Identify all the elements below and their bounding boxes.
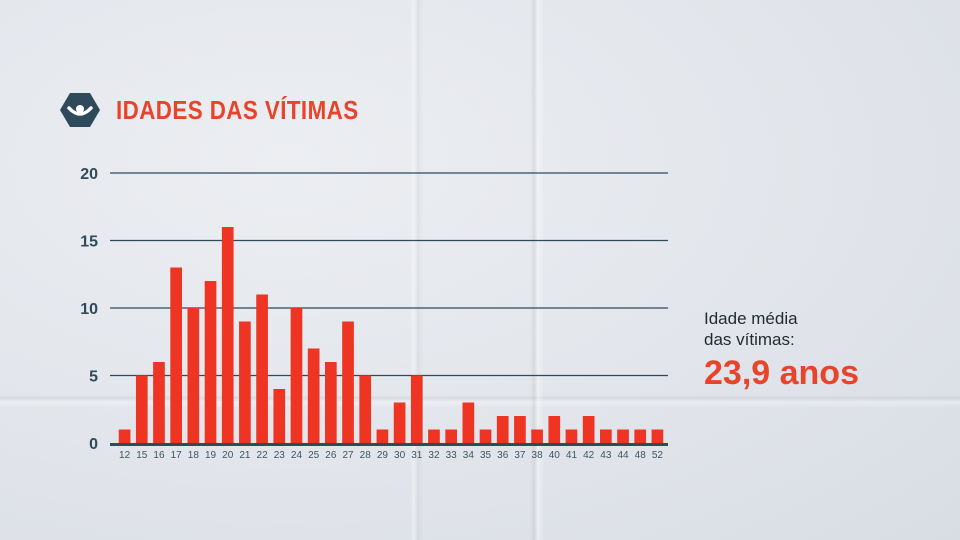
bar [634, 429, 647, 443]
bar [118, 429, 131, 443]
x-tick-label: 31 [411, 450, 423, 461]
bar [153, 362, 165, 443]
average-age-value: 23,9 anos [704, 354, 859, 392]
bar [325, 362, 337, 443]
x-tick-label: 19 [205, 450, 217, 461]
bar [187, 308, 200, 443]
x-tick-label: 32 [428, 450, 440, 461]
x-tick-label: 33 [446, 450, 458, 461]
bar [204, 281, 217, 443]
x-tick-label: 42 [583, 450, 595, 461]
y-tick-label: 0 [89, 436, 98, 453]
x-tick-label: 40 [549, 450, 561, 461]
grid-lines [110, 172, 668, 377]
x-tick-label: 21 [239, 450, 251, 461]
x-tick-label: 12 [119, 450, 131, 461]
x-tick-label: 35 [480, 450, 492, 461]
average-age-label-line2: das vítimas: [704, 330, 795, 349]
bar [359, 375, 372, 443]
bar [600, 429, 612, 443]
x-tick-label: 34 [463, 450, 475, 461]
bar [514, 416, 526, 443]
x-tick-label: 18 [188, 450, 200, 461]
x-tick-label: 23 [274, 450, 286, 461]
bar [256, 294, 268, 443]
x-axis-ticks: 12 15 16 17 18 19 20 21 22 23 24 25 26 27 28 29 30 31 32 33… [119, 450, 663, 461]
bar [445, 429, 457, 443]
x-tick-label: 52 [652, 450, 664, 461]
x-tick-label: 36 [497, 450, 509, 461]
x-tick-label: 25 [308, 450, 320, 461]
bar [170, 267, 182, 443]
bar [239, 321, 251, 443]
bar [496, 416, 509, 443]
y-tick-label: 5 [89, 369, 98, 386]
bar [582, 416, 595, 443]
x-tick-label: 24 [291, 450, 303, 461]
x-tick-label: 22 [257, 450, 269, 461]
bar [428, 429, 440, 443]
bar [531, 429, 543, 443]
x-tick-label: 48 [635, 450, 647, 461]
bar [376, 429, 389, 443]
bar [410, 375, 423, 443]
x-tick-label: 41 [566, 450, 578, 461]
x-tick-label: 43 [600, 450, 612, 461]
x-tick-label: 26 [325, 450, 337, 461]
x-tick-label: 37 [514, 450, 526, 461]
y-tick-label: 20 [80, 166, 98, 183]
bar [393, 402, 406, 443]
x-tick-label: 17 [171, 450, 183, 461]
bar [462, 402, 475, 443]
x-tick-label: 38 [532, 450, 544, 461]
bar [617, 429, 629, 443]
bar [479, 429, 492, 443]
bar [548, 416, 561, 443]
x-tick-label: 29 [377, 450, 389, 461]
x-tick-label: 28 [360, 450, 372, 461]
y-axis-ticks: 0 5 10 15 20 [80, 166, 98, 453]
y-tick-label: 15 [80, 234, 98, 251]
chart-title: IDADES DAS VÍTIMAS [116, 94, 359, 125]
bar [342, 321, 354, 443]
bar [135, 375, 148, 443]
x-tick-label: 30 [394, 450, 406, 461]
y-tick-label: 10 [80, 301, 98, 318]
chart-header: IDADES DAS VÍTIMAS [60, 92, 398, 128]
x-tick-label: 44 [617, 450, 629, 461]
x-tick-label: 15 [136, 450, 148, 461]
bar [290, 308, 303, 443]
x-tick-label: 27 [342, 450, 354, 461]
bar [565, 429, 578, 443]
bar [651, 429, 664, 443]
bars [118, 227, 664, 443]
eye-shield-icon [60, 93, 100, 127]
bar [273, 389, 286, 443]
x-tick-label: 20 [222, 450, 234, 461]
bar [307, 348, 320, 443]
average-age-label-line1: Idade média [704, 309, 798, 328]
bar [221, 227, 234, 443]
average-age-panel: Idade média das vítimas: 23,9 anos [704, 308, 859, 393]
x-tick-label: 16 [153, 450, 165, 461]
